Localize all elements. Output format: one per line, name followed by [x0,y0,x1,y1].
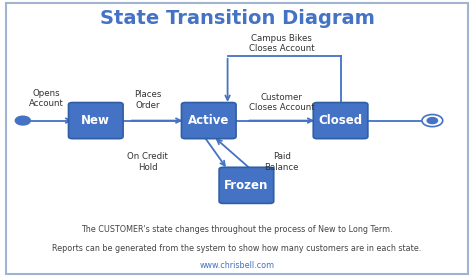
Text: Reports can be generated from the system to show how many customers are in each : Reports can be generated from the system… [52,244,422,253]
FancyBboxPatch shape [182,102,236,138]
Text: On Credit
Hold: On Credit Hold [127,152,168,172]
Text: Places
Order: Places Order [134,90,161,110]
Text: Frozen: Frozen [224,179,269,192]
Text: The CUSTOMER's state changes throughout the process of New to Long Term.: The CUSTOMER's state changes throughout … [81,225,393,234]
Circle shape [427,117,438,124]
Text: State Transition Diagram: State Transition Diagram [100,9,374,28]
Text: New: New [82,114,110,127]
Text: Customer
Closes Account: Customer Closes Account [249,93,315,112]
FancyBboxPatch shape [313,102,368,138]
FancyBboxPatch shape [219,167,273,203]
FancyBboxPatch shape [68,102,123,138]
Text: www.chrisbell.com: www.chrisbell.com [200,261,274,270]
Text: Closed: Closed [319,114,363,127]
Text: Campus Bikes
Closes Account: Campus Bikes Closes Account [249,34,315,53]
Text: Paid
Balance: Paid Balance [264,152,299,172]
Circle shape [422,114,443,127]
Text: Opens
Account: Opens Account [29,89,64,108]
Circle shape [15,116,30,125]
Text: Active: Active [188,114,229,127]
